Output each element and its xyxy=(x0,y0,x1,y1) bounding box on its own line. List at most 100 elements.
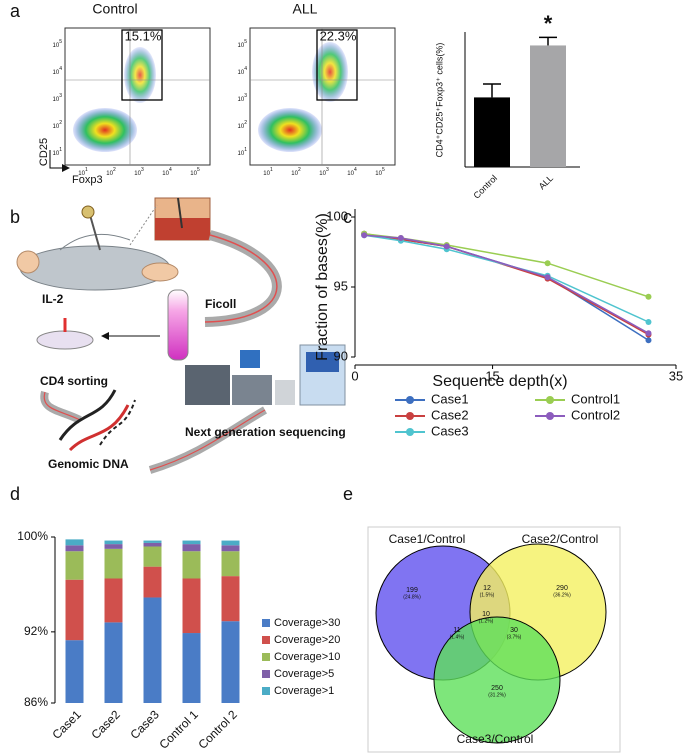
venn-set-label: Case2/Control xyxy=(522,532,599,546)
tick-exponent: 3 xyxy=(326,167,329,173)
bar-segment xyxy=(65,640,84,703)
legend-marker xyxy=(406,412,414,420)
tick-base: 10 xyxy=(238,124,245,130)
bar-segment xyxy=(182,578,201,634)
flow-art xyxy=(49,27,396,172)
y-axis-label: Fraction of bases(%) xyxy=(314,213,331,361)
flow-tick-label: 103 xyxy=(238,93,248,102)
series-line xyxy=(364,234,649,334)
venn-count: 11 xyxy=(453,627,460,634)
diagram-step: CD4 sorting xyxy=(40,374,108,388)
series-line xyxy=(364,233,649,341)
point xyxy=(645,293,652,300)
bar-segment xyxy=(182,540,201,545)
tick-base: 10 xyxy=(319,171,326,177)
tick-exponent: 5 xyxy=(197,167,200,173)
bar-segment xyxy=(65,551,84,580)
tick-exponent: 4 xyxy=(244,66,247,72)
tick-base: 10 xyxy=(53,70,60,76)
flow-x-label: Foxp3 xyxy=(72,174,103,186)
venn-art xyxy=(367,526,621,753)
diagram-step: Next generation sequencing xyxy=(185,425,346,439)
venn-percent: (1.5%) xyxy=(480,592,495,598)
y-tick-label: 86% xyxy=(24,695,48,709)
flow-tick-label: 103 xyxy=(53,93,63,102)
bar-segment xyxy=(182,544,201,552)
tick-exponent: 2 xyxy=(59,120,62,126)
bar-segment xyxy=(65,545,84,552)
tick-exponent: 2 xyxy=(244,120,247,126)
tick-base: 10 xyxy=(238,43,245,49)
tick-exponent: 3 xyxy=(141,167,144,173)
x-tick-label: 0 xyxy=(351,368,358,383)
tick-base: 10 xyxy=(238,151,245,157)
venn-count: 290 xyxy=(556,585,568,592)
legend-swatch xyxy=(262,636,270,644)
tick-exponent: 3 xyxy=(244,93,247,99)
x-tick-label: ALL xyxy=(537,173,555,191)
venn-set-label: Case1/Control xyxy=(389,532,466,546)
panel-label: e xyxy=(343,484,353,504)
point xyxy=(544,274,551,281)
x-tick-label: Control xyxy=(472,173,500,201)
venn-percent: (1.2%) xyxy=(479,618,494,624)
flow-tick-label: 104 xyxy=(238,66,248,75)
bar-segment xyxy=(104,622,123,703)
venn-count: 30 xyxy=(510,627,518,634)
bar-segment xyxy=(182,633,201,703)
x-axis-label: Sequence depth(x) xyxy=(432,373,567,390)
flow-tick-label: 104 xyxy=(347,167,357,176)
bar-segment xyxy=(104,544,123,549)
tick-base: 10 xyxy=(53,151,60,157)
point xyxy=(544,260,551,267)
legend-label: Coverage>5 xyxy=(274,668,334,680)
legend-marker xyxy=(406,428,414,436)
bar-segment xyxy=(221,621,240,703)
flow-tick-label: 101 xyxy=(78,167,88,176)
tick-base: 10 xyxy=(263,171,270,177)
legend-label: Control1 xyxy=(571,391,620,406)
y-tick-label: 100% xyxy=(17,529,48,543)
panel-label: c xyxy=(343,207,352,227)
diagram-step: Ficoll xyxy=(205,297,236,311)
venn-percent: (31.2%) xyxy=(488,692,506,698)
y-axis-label: CD4⁺CD25⁺Foxp3⁺ cells(%) xyxy=(434,43,444,158)
x-tick-label: Control 1 xyxy=(157,707,202,752)
tick-base: 10 xyxy=(291,171,298,177)
bar-segment xyxy=(104,548,123,579)
bar-segment xyxy=(143,540,162,543)
bar-segment xyxy=(143,566,162,598)
tick-base: 10 xyxy=(106,171,113,177)
bar-segment xyxy=(221,545,240,552)
legend-label: Case1 xyxy=(431,391,469,406)
tick-exponent: 3 xyxy=(59,93,62,99)
diagram-art xyxy=(16,197,346,474)
flow-tick-label: 101 xyxy=(263,167,273,176)
point xyxy=(645,330,652,337)
flow-title: Control xyxy=(92,1,137,17)
venn-set-label: Case3/Control xyxy=(457,732,534,746)
y-tick-label: 95 xyxy=(334,278,348,293)
panel-label: d xyxy=(10,484,20,504)
flow-tick-label: 102 xyxy=(238,120,248,129)
bar-segment xyxy=(221,551,240,577)
tick-base: 10 xyxy=(238,97,245,103)
tick-exponent: 5 xyxy=(244,39,247,45)
bar-segment xyxy=(221,540,240,546)
point xyxy=(645,337,652,344)
bar-segment xyxy=(65,539,84,546)
tick-base: 10 xyxy=(190,171,197,177)
diagram-step: IL-2 xyxy=(42,292,64,306)
point xyxy=(361,232,368,239)
flow-tick-label: 105 xyxy=(190,167,200,176)
legend-label: Coverage>20 xyxy=(274,634,340,646)
panel-label: b xyxy=(10,207,20,227)
flow-tick-label: 102 xyxy=(291,167,301,176)
legend-marker xyxy=(406,396,414,404)
venn-percent: (36.2%) xyxy=(553,592,571,598)
flow-tick-label: 105 xyxy=(238,39,248,48)
venn-count: 10 xyxy=(482,611,490,618)
x-tick-label: 35 xyxy=(669,368,683,383)
tick-exponent: 1 xyxy=(244,147,247,153)
